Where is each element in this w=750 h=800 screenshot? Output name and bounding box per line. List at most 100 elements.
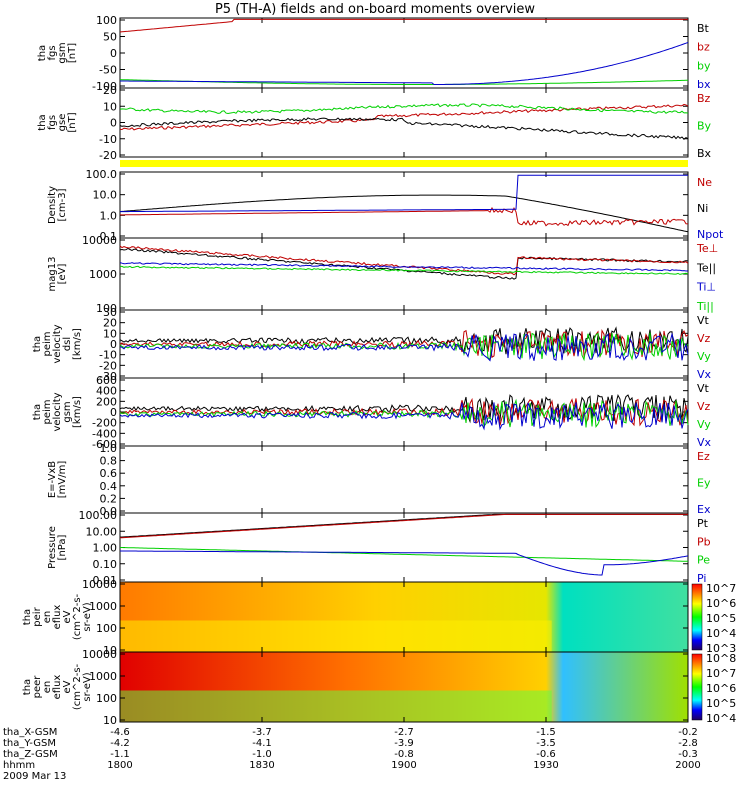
- y-tick-label: 100.0: [86, 168, 118, 181]
- panel-frame: [120, 18, 688, 88]
- trace-Bz: [120, 104, 688, 129]
- legend-Ti||: Ti||: [696, 300, 714, 313]
- legend-by: by: [697, 59, 711, 72]
- y-tick-label: -10: [99, 133, 117, 146]
- y-tick-label: 0.2: [100, 492, 118, 505]
- y-axis-label: sr-eV): [82, 672, 93, 701]
- footer-value: -1.1: [100, 749, 140, 760]
- legend-Ey: Ey: [697, 477, 711, 490]
- colorbar-label: 10^5: [706, 697, 736, 710]
- y-tick-label: 10.00: [86, 525, 118, 538]
- legend-Pt: Pt: [697, 517, 709, 530]
- footer-value: -1.5: [526, 727, 566, 738]
- y-axis-label: [km/s]: [72, 328, 83, 360]
- colorbar-label: 10^5: [706, 612, 736, 625]
- spectrogram-band: [120, 691, 552, 723]
- footer-label: tha_Z-GSM: [3, 749, 58, 760]
- legend-Pb: Pb: [697, 535, 711, 548]
- panel-4: 10000 1000 100 mag13 [eV] Te⊥ Te|| Ti⊥ Ti||: [47, 234, 718, 315]
- trace-Pe: [120, 548, 688, 562]
- y-tick-label: 1000: [89, 268, 117, 281]
- y-axis-label: [eV]: [57, 264, 68, 285]
- legend-Bt: Bt: [697, 22, 710, 35]
- panel-10: 10^8 10^7 10^6 10^5 10^4 10000 1000 100 10 tha pee…: [22, 648, 736, 727]
- y-tick-label: 0.6: [100, 467, 118, 480]
- y-tick-label: 1000: [89, 670, 117, 683]
- colorbar-label: 10^8: [706, 652, 736, 665]
- footer-value: -3.9: [384, 738, 424, 749]
- legend-Vz: Vz: [697, 332, 711, 345]
- y-axis-label: [nT]: [67, 112, 78, 132]
- trace-Vy: [120, 333, 688, 360]
- colorbar: [692, 654, 702, 720]
- footer-row-y: tha_Y-GSM: [3, 738, 56, 749]
- legend-Ez: Ez: [697, 450, 710, 463]
- trace-Vy: [120, 401, 688, 428]
- legend-Vx: Vx: [697, 368, 712, 381]
- panel-frame: [120, 378, 688, 446]
- legend-Vx: Vx: [697, 436, 712, 449]
- footer-value: -4.6: [100, 727, 140, 738]
- footer-label: hhmm: [3, 760, 35, 771]
- y-tick-label: 10: [103, 100, 117, 113]
- y-tick-label: 10000: [82, 234, 117, 247]
- panel-9: 10^7 10^6 10^5 10^4 10^3 10000 1000 100 10 tha pei…: [22, 578, 736, 657]
- panel-7: 1.00.80.60.40.20.0E=-VxB [mV/m]EzEyEx: [47, 442, 711, 518]
- legend-By: By: [697, 120, 712, 133]
- y-tick-label: 1.0: [100, 442, 118, 455]
- panel-frame: [120, 446, 688, 513]
- panel-1: 100500-50-100tha fgs gsm [nT]Btbzbybx: [37, 14, 711, 93]
- colorbar: [692, 584, 702, 650]
- y-tick-label: 50: [103, 31, 117, 44]
- colorbar-label: 10^6: [706, 597, 736, 610]
- footer-value: 1800: [100, 760, 140, 771]
- footer-value: -0.6: [526, 749, 566, 760]
- footer-value: -3.5: [526, 738, 566, 749]
- footer-value: -4.2: [100, 738, 140, 749]
- footer-date: 2009 Mar 13: [3, 771, 66, 782]
- y-tick-label: 20: [103, 84, 117, 97]
- y-axis-label: [km/s]: [72, 396, 83, 428]
- y-tick-label: 0: [110, 117, 117, 130]
- y-tick-label: 1.0: [100, 209, 118, 222]
- colorbar-label: 10^4: [706, 712, 736, 725]
- footer-value: -2.8: [668, 738, 708, 749]
- y-tick-label: -20: [99, 149, 117, 162]
- y-tick-label: 1000: [89, 600, 117, 613]
- y-tick-label: 0.10: [93, 558, 118, 571]
- legend-Ne: Ne: [697, 176, 712, 189]
- legend-Bx: Bx: [697, 147, 712, 160]
- legend-bz: bz: [697, 41, 710, 54]
- y-tick-label: 100: [96, 14, 117, 27]
- footer-value: -0.2: [668, 727, 708, 738]
- panel-frame: [120, 88, 688, 157]
- y-tick-label: 100.00: [79, 509, 118, 522]
- footer-value: -0.8: [384, 749, 424, 760]
- spectrogram-band: [120, 621, 552, 653]
- y-tick-label: 0.4: [100, 480, 118, 493]
- trace-Bx: [120, 118, 688, 139]
- footer-value: 1900: [384, 760, 424, 771]
- y-tick-label: 10000: [82, 578, 117, 591]
- colorbar-label: 10^4: [706, 627, 736, 640]
- legend-Vz: Vz: [697, 400, 711, 413]
- trace-bx: [120, 43, 688, 85]
- y-tick-label: 0: [110, 47, 117, 60]
- trace-Tiperp: [120, 263, 688, 271]
- footer-label: tha_Y-GSM: [3, 738, 56, 749]
- status-bar: [120, 160, 688, 167]
- y-axis-label: sr-eV): [82, 602, 93, 631]
- footer-label: tha_X-GSM: [3, 727, 57, 738]
- y-tick-label: 10.0: [93, 189, 118, 202]
- legend-Vy: Vy: [697, 350, 711, 363]
- y-tick-label: 100: [96, 622, 117, 635]
- legend-Ex: Ex: [697, 503, 711, 516]
- colorbar-label: 10^7: [706, 582, 736, 595]
- panel-3: 100.010.01.00.1Density [cm-3]NeNiNpot: [47, 168, 724, 243]
- legend-Vt: Vt: [697, 314, 710, 327]
- legend-Pe: Pe: [697, 554, 710, 567]
- footer-row-time: hhmm: [3, 760, 35, 771]
- footer-row-z: tha_Z-GSM: [3, 749, 58, 760]
- footer-value: 1830: [242, 760, 282, 771]
